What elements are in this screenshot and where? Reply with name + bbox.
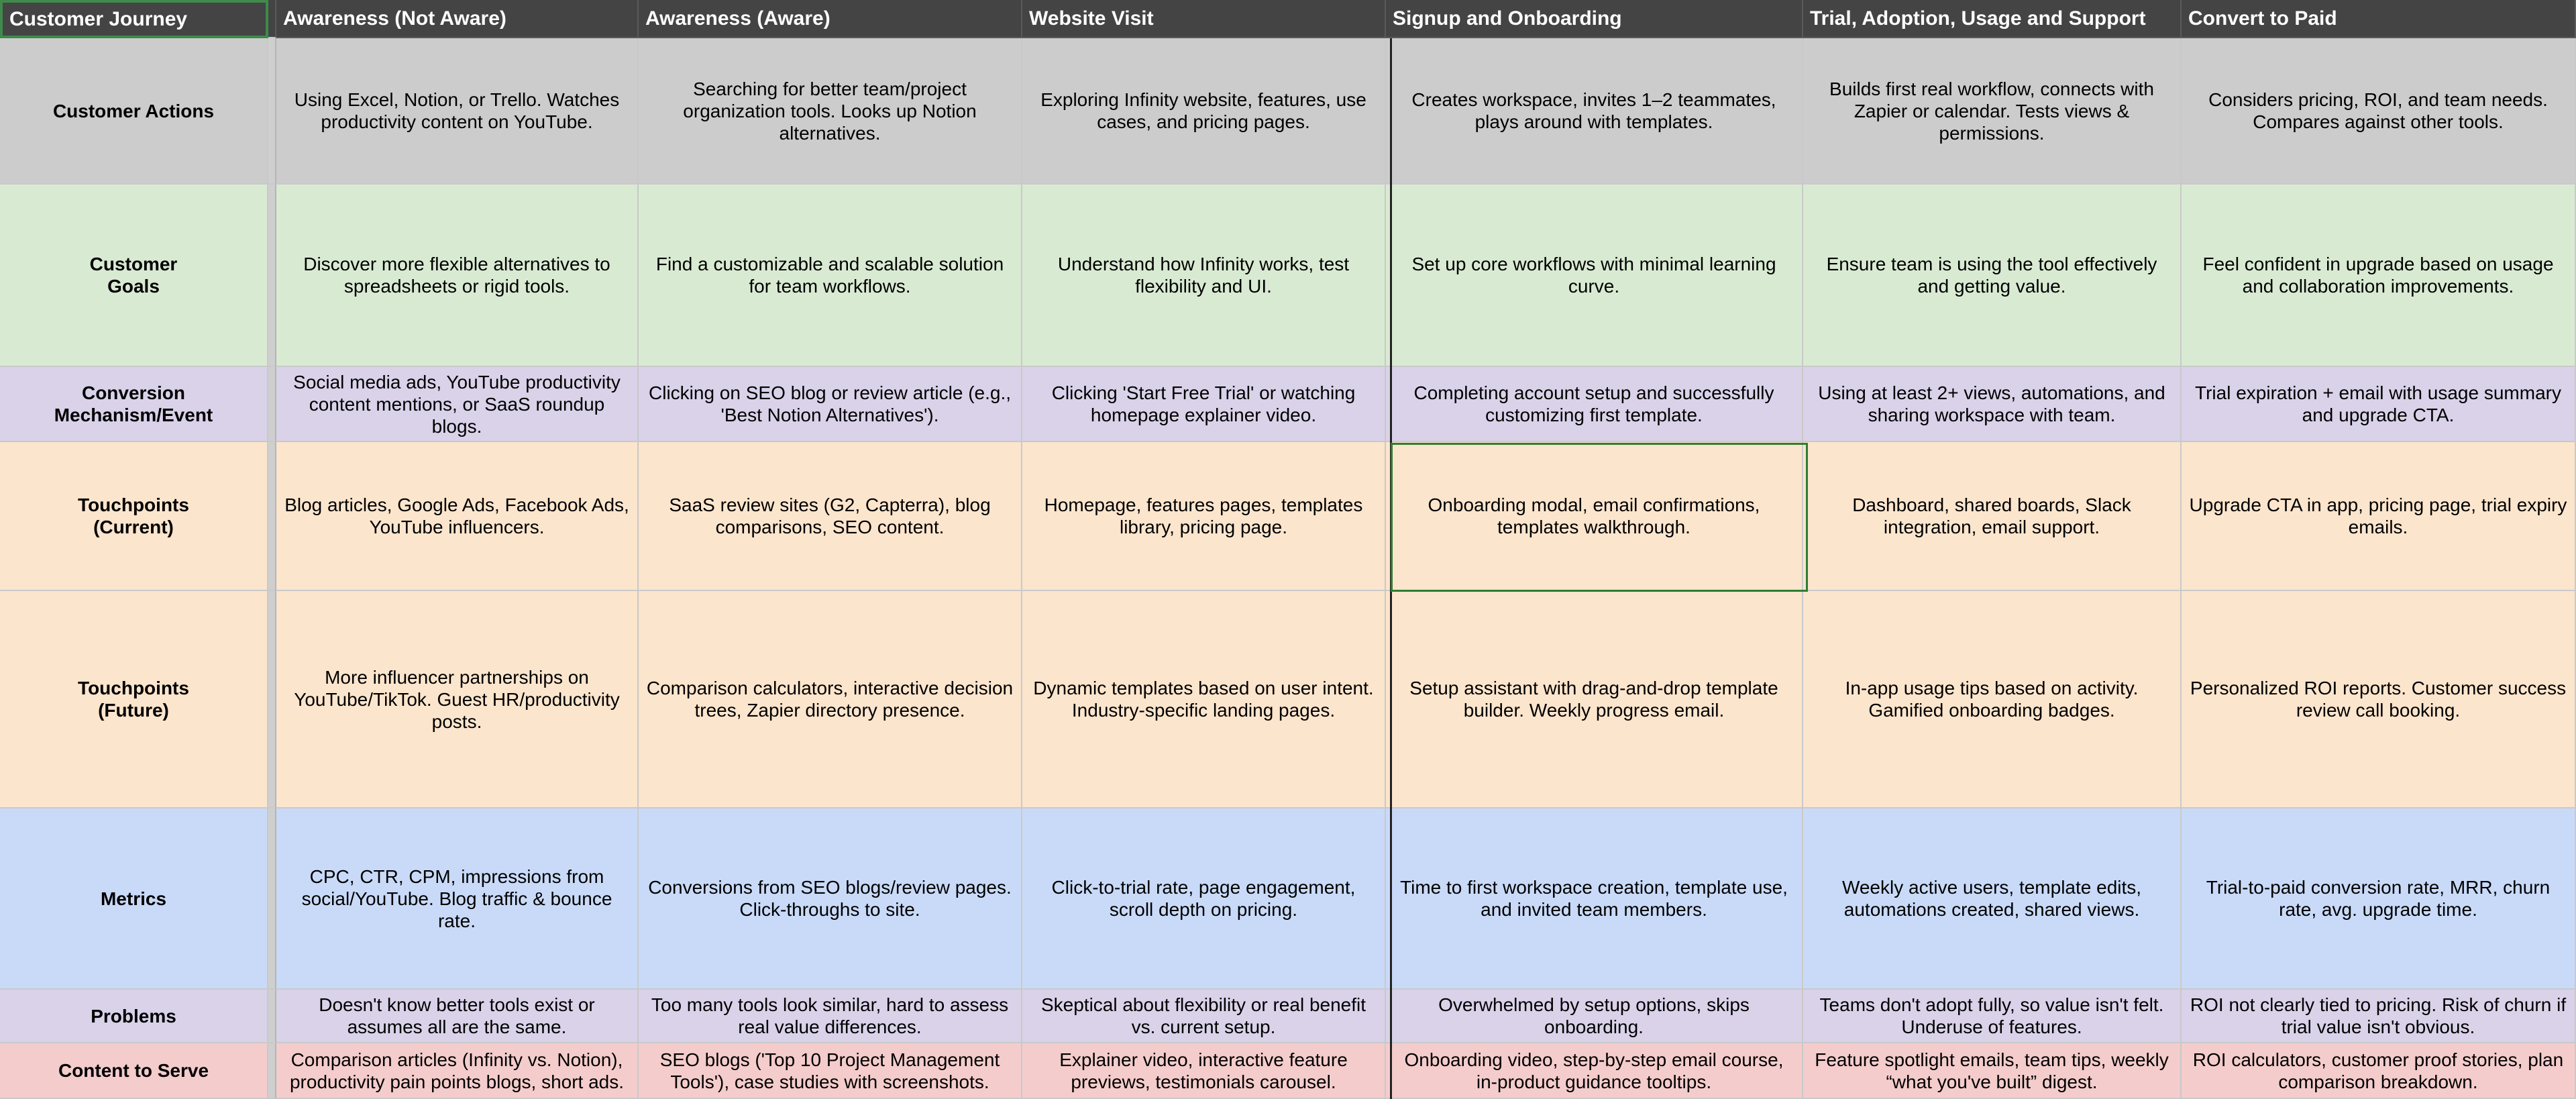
cell-touchpoints-future-4[interactable]: Setup assistant with drag-and-drop templ… <box>1386 591 1803 808</box>
cell-metrics-2[interactable]: Conversions from SEO blogs/review pages.… <box>639 808 1022 990</box>
cell-content-6[interactable]: ROI calculators, customer proof stories,… <box>2182 1043 2576 1099</box>
cell-touchpoints-current-6[interactable]: Upgrade CTA in app, pricing page, trial … <box>2182 442 2576 591</box>
cell-content-1[interactable]: Comparison articles (Infinity vs. Notion… <box>276 1043 639 1099</box>
cell-customer-goals-3[interactable]: Understand how Infinity works, test flex… <box>1022 185 1386 367</box>
header-cell-customer-journey[interactable]: Customer Journey <box>0 0 268 38</box>
frozen-column-divider <box>268 442 276 591</box>
frozen-column-divider <box>268 367 276 442</box>
cell-customer-goals-2[interactable]: Find a customizable and scalable solutio… <box>639 185 1022 367</box>
cell-content-3[interactable]: Explainer video, interactive feature pre… <box>1022 1043 1386 1099</box>
header-cell-website-visit[interactable]: Website Visit <box>1022 0 1386 38</box>
cell-metrics-4[interactable]: Time to first workspace creation, templa… <box>1386 808 1803 990</box>
cell-metrics-3[interactable]: Click-to-trial rate, page engagement, sc… <box>1022 808 1386 990</box>
cell-problems-6[interactable]: ROI not clearly tied to pricing. Risk of… <box>2182 990 2576 1043</box>
cell-conversion-6[interactable]: Trial expiration + email with usage summ… <box>2182 367 2576 442</box>
frozen-column-divider <box>268 808 276 990</box>
cell-problems-2[interactable]: Too many tools look similar, hard to ass… <box>639 990 1022 1043</box>
cell-problems-1[interactable]: Doesn't know better tools exist or assum… <box>276 990 639 1043</box>
row-label-content-to-serve[interactable]: Content to Serve <box>0 1043 268 1099</box>
cell-touchpoints-future-1[interactable]: More influencer partnerships on YouTube/… <box>276 591 639 808</box>
header-cell-awareness-not-aware[interactable]: Awareness (Not Aware) <box>276 0 639 38</box>
cell-conversion-2[interactable]: Clicking on SEO blog or review article (… <box>639 367 1022 442</box>
cell-content-4[interactable]: Onboarding video, step-by-step email cou… <box>1386 1043 1803 1099</box>
cell-content-5[interactable]: Feature spotlight emails, team tips, wee… <box>1803 1043 2182 1099</box>
cell-problems-3[interactable]: Skeptical about flexibility or real bene… <box>1022 990 1386 1043</box>
cell-metrics-1[interactable]: CPC, CTR, CPM, impressions from social/Y… <box>276 808 639 990</box>
frozen-column-divider <box>268 990 276 1043</box>
header-cell-convert-to-paid[interactable]: Convert to Paid <box>2182 0 2576 38</box>
frozen-column-divider[interactable] <box>268 0 276 38</box>
cell-customer-actions-5[interactable]: Builds first real workflow, connects wit… <box>1803 38 2182 185</box>
cell-customer-goals-4[interactable]: Set up core workflows with minimal learn… <box>1386 185 1803 367</box>
frozen-column-divider <box>268 38 276 185</box>
cell-problems-4[interactable]: Overwhelmed by setup options, skips onbo… <box>1386 990 1803 1043</box>
row-label-touchpoints-current[interactable]: Touchpoints (Current) <box>0 442 268 591</box>
frozen-column-divider <box>268 1043 276 1099</box>
frozen-column-divider <box>268 591 276 808</box>
header-cell-trial-adoption[interactable]: Trial, Adoption, Usage and Support <box>1803 0 2182 38</box>
cell-touchpoints-future-2[interactable]: Comparison calculators, interactive deci… <box>639 591 1022 808</box>
row-label-touchpoints-future[interactable]: Touchpoints (Future) <box>0 591 268 808</box>
frozen-column-divider <box>268 185 276 367</box>
cell-touchpoints-current-2[interactable]: SaaS review sites (G2, Capterra), blog c… <box>639 442 1022 591</box>
cell-customer-actions-1[interactable]: Using Excel, Notion, or Trello. Watches … <box>276 38 639 185</box>
cell-customer-goals-5[interactable]: Ensure team is using the tool effectivel… <box>1803 185 2182 367</box>
row-label-metrics[interactable]: Metrics <box>0 808 268 990</box>
cell-conversion-3[interactable]: Clicking 'Start Free Trial' or watching … <box>1022 367 1386 442</box>
cell-touchpoints-current-3[interactable]: Homepage, features pages, templates libr… <box>1022 442 1386 591</box>
cell-touchpoints-future-3[interactable]: Dynamic templates based on user intent. … <box>1022 591 1386 808</box>
cell-touchpoints-current-5[interactable]: Dashboard, shared boards, Slack integrat… <box>1803 442 2182 591</box>
header-cell-awareness-aware[interactable]: Awareness (Aware) <box>639 0 1022 38</box>
header-cell-signup-onboarding[interactable]: Signup and Onboarding <box>1386 0 1803 38</box>
cell-content-2[interactable]: SEO blogs ('Top 10 Project Management To… <box>639 1043 1022 1099</box>
cell-touchpoints-current-1[interactable]: Blog articles, Google Ads, Facebook Ads,… <box>276 442 639 591</box>
cell-customer-actions-3[interactable]: Exploring Infinity website, features, us… <box>1022 38 1386 185</box>
row-label-customer-goals[interactable]: Customer Goals <box>0 185 268 367</box>
cell-touchpoints-future-6[interactable]: Personalized ROI reports. Customer succe… <box>2182 591 2576 808</box>
cell-metrics-5[interactable]: Weekly active users, template edits, aut… <box>1803 808 2182 990</box>
row-label-conversion-mechanism[interactable]: Conversion Mechanism/Event <box>0 367 268 442</box>
cell-conversion-1[interactable]: Social media ads, YouTube productivity c… <box>276 367 639 442</box>
cell-metrics-6[interactable]: Trial-to-paid conversion rate, MRR, chur… <box>2182 808 2576 990</box>
cell-customer-actions-2[interactable]: Searching for better team/project organi… <box>639 38 1022 185</box>
cell-customer-actions-6[interactable]: Considers pricing, ROI, and team needs. … <box>2182 38 2576 185</box>
cell-conversion-5[interactable]: Using at least 2+ views, automations, an… <box>1803 367 2182 442</box>
row-label-problems[interactable]: Problems <box>0 990 268 1043</box>
cell-customer-goals-6[interactable]: Feel confident in upgrade based on usage… <box>2182 185 2576 367</box>
cell-touchpoints-future-5[interactable]: In-app usage tips based on activity. Gam… <box>1803 591 2182 808</box>
cell-conversion-4[interactable]: Completing account setup and successfull… <box>1386 367 1803 442</box>
cell-touchpoints-current-4[interactable]: Onboarding modal, email confirmations, t… <box>1386 442 1803 591</box>
cell-problems-5[interactable]: Teams don't adopt fully, so value isn't … <box>1803 990 2182 1043</box>
row-label-customer-actions[interactable]: Customer Actions <box>0 38 268 185</box>
cell-customer-goals-1[interactable]: Discover more flexible alternatives to s… <box>276 185 639 367</box>
cell-customer-actions-4[interactable]: Creates workspace, invites 1–2 teammates… <box>1386 38 1803 185</box>
